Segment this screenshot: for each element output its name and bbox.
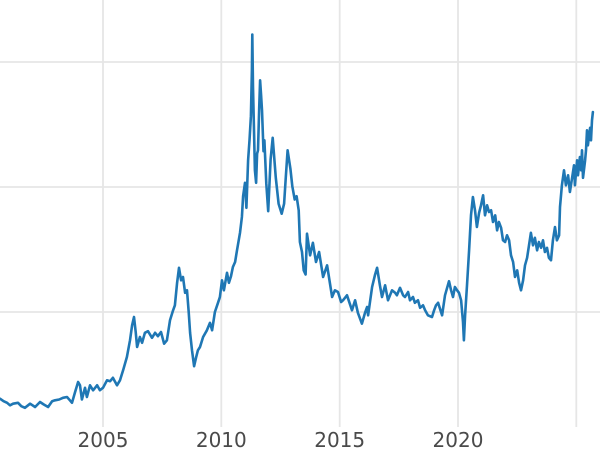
x-axis-tick-labels: 2005 2010 2015 2020 <box>78 428 484 450</box>
x-axis-tick-label: 2020 <box>433 428 484 450</box>
gridlines <box>0 0 600 427</box>
x-axis-tick-label: 2010 <box>196 428 247 450</box>
series-line-price <box>0 33 595 410</box>
x-axis-tick-label: 2005 <box>78 428 129 450</box>
x-axis-tick-label: 2015 <box>314 428 365 450</box>
price-line <box>0 33 595 410</box>
